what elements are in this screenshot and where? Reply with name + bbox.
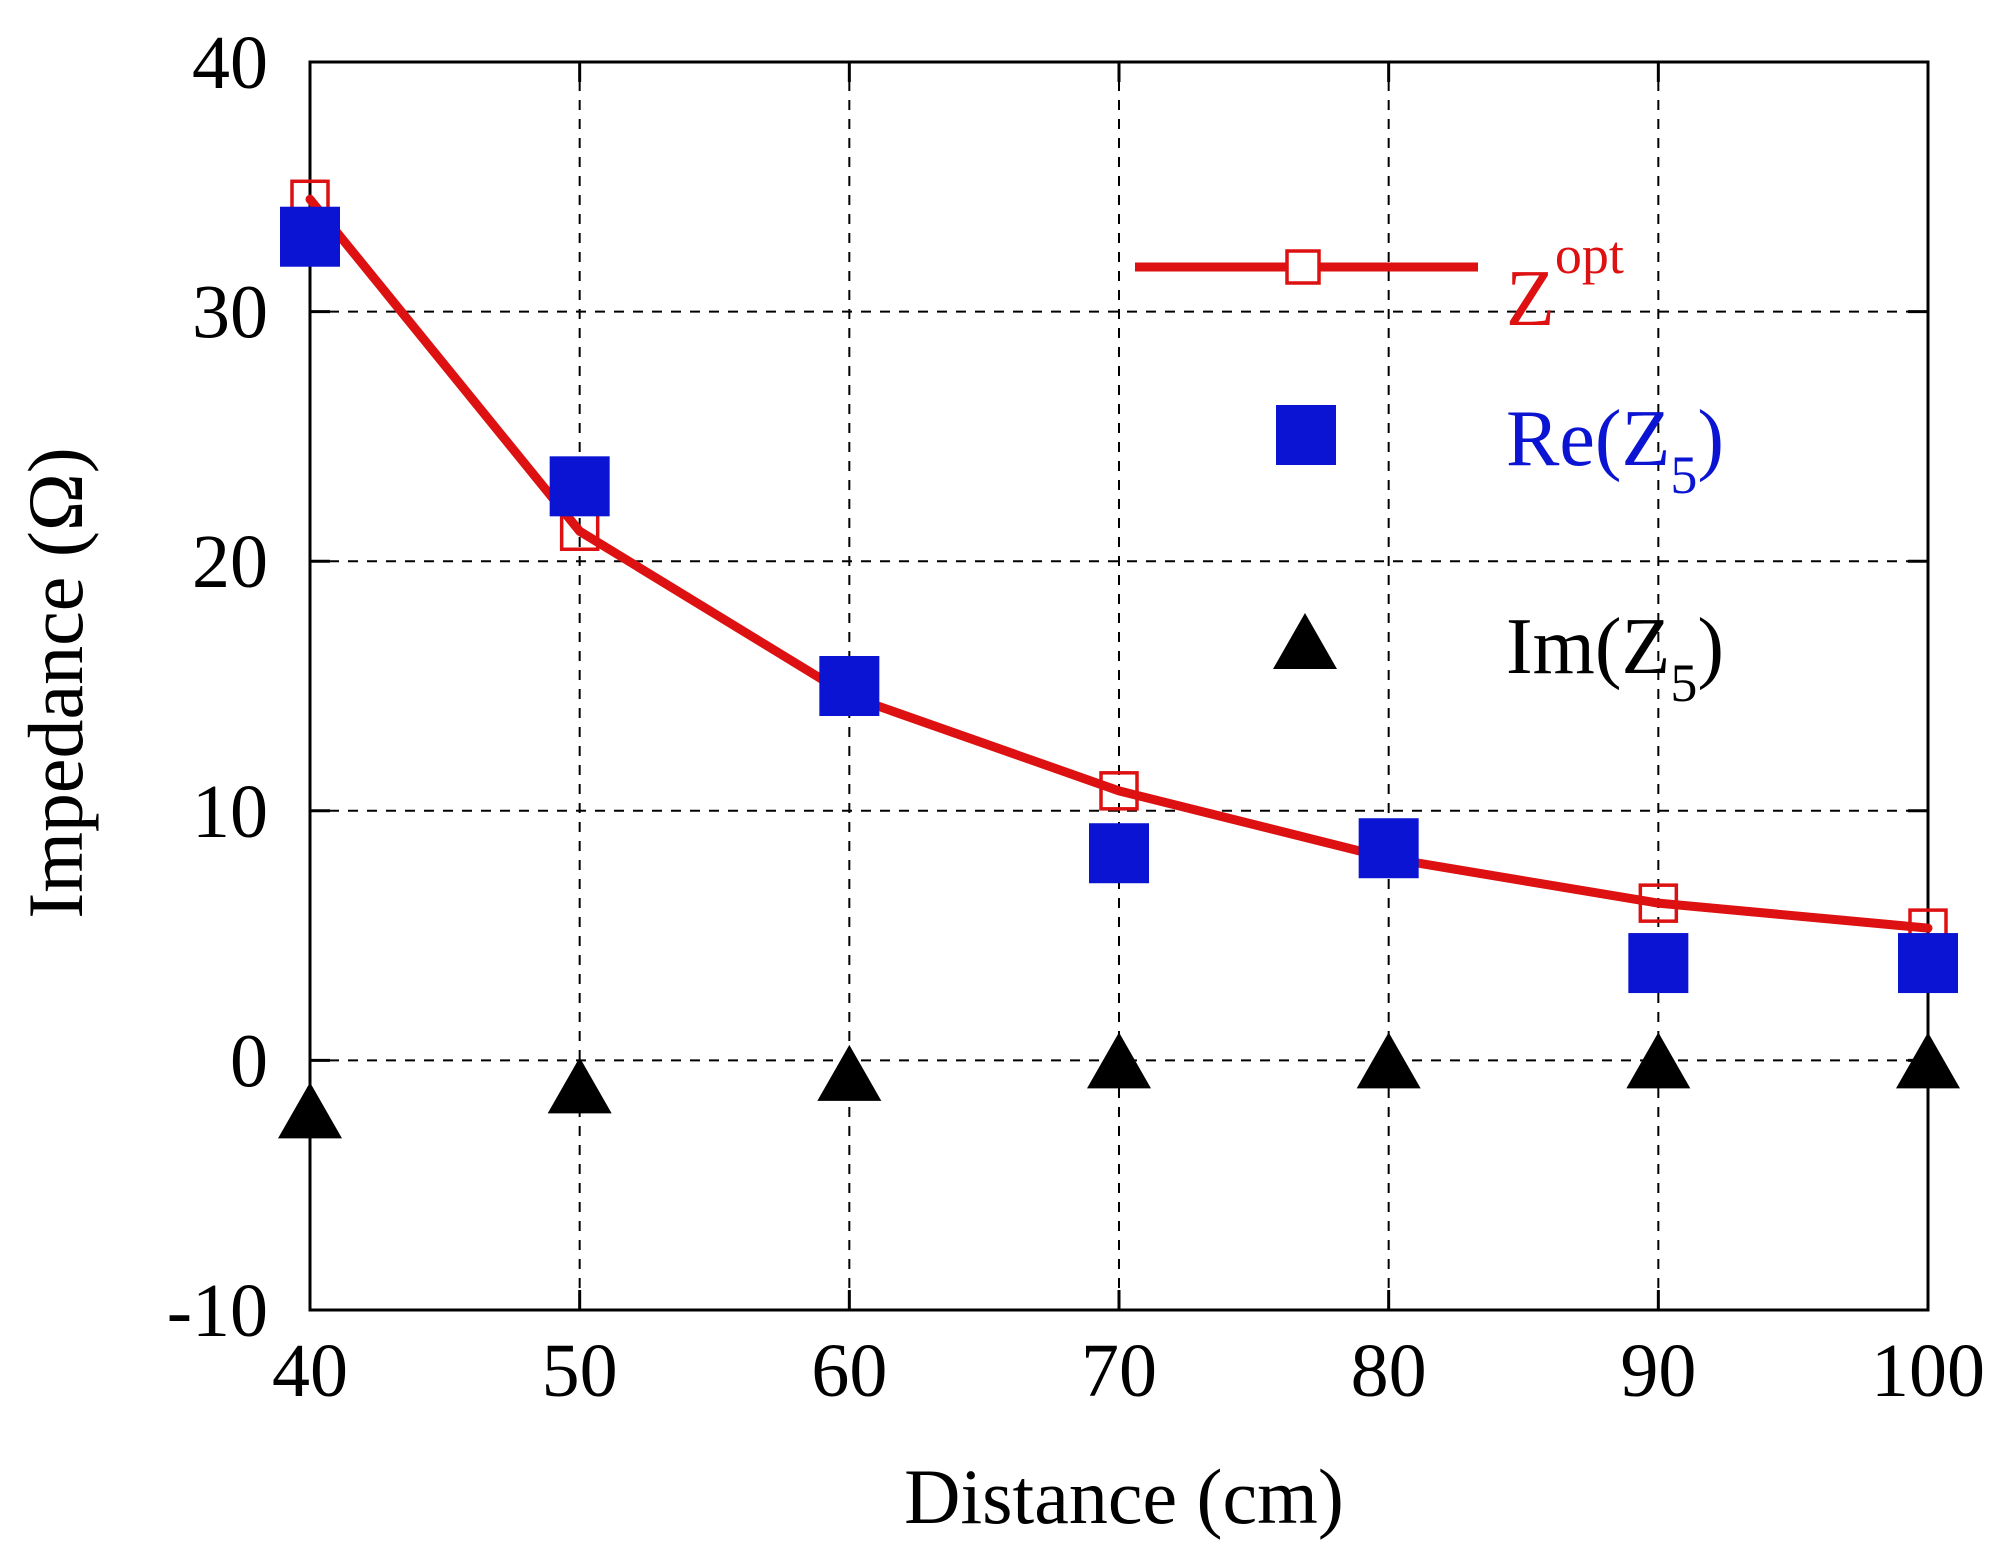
legend-im-label: Im(Z5)	[1506, 603, 1724, 713]
legend-re-end: )	[1697, 395, 1724, 483]
x-tick-label: 80	[1351, 1329, 1427, 1413]
x-tick-label: 60	[811, 1329, 887, 1413]
x-tick-label: 70	[1081, 1329, 1157, 1413]
im-z5-point	[1896, 1032, 1960, 1089]
legend-zopt-main: Z	[1506, 255, 1555, 343]
legend-zopt-sup: opt	[1555, 225, 1624, 285]
im-z5-point	[1087, 1032, 1151, 1089]
im-z5-point	[817, 1044, 882, 1101]
y-tick-label: 0	[230, 1019, 268, 1103]
x-tick-label: 40	[272, 1329, 348, 1413]
re-z5-point	[1358, 818, 1419, 879]
y-tick-label: 40	[192, 21, 268, 105]
legend-re-label: Re(Z5)	[1506, 395, 1724, 505]
legend-im-main: Im(Z	[1506, 603, 1670, 691]
tick-labels: 40 50 60 70 80 90 100 -10 0 10 20 30 40	[167, 21, 1985, 1413]
legend-zopt-label: Zopt	[1506, 225, 1624, 343]
re-z5-point	[1628, 933, 1689, 994]
legend-re-marker	[1276, 405, 1336, 465]
y-tick-label: 20	[192, 520, 268, 604]
x-axis-title: Distance (cm)	[904, 1453, 1344, 1540]
legend-re-sub: 5	[1670, 445, 1697, 505]
y-tick-label: -10	[167, 1269, 268, 1353]
x-tick-label: 50	[542, 1329, 618, 1413]
zopt-point	[1638, 883, 1679, 923]
re-z5-point	[819, 656, 880, 716]
re-z5-point	[1898, 933, 1958, 994]
im-z5-point	[278, 1082, 342, 1139]
im-z5-point	[1626, 1032, 1691, 1089]
y-tick-label: 10	[192, 770, 268, 854]
series-layer	[278, 179, 1960, 1139]
legend-re-main: Re(Z	[1506, 395, 1670, 483]
y-axis-title: Impedance (Ω)	[12, 447, 99, 919]
legend-zopt-marker	[1285, 249, 1321, 285]
zopt-line	[305, 194, 1933, 933]
re-z5-point	[280, 206, 340, 267]
x-tick-label: 90	[1620, 1329, 1696, 1413]
y-tick-label: 30	[192, 271, 268, 355]
legend-im-end: )	[1697, 603, 1724, 691]
re-z5-point	[549, 456, 610, 517]
im-z5-point	[547, 1057, 612, 1114]
im-z5-point	[1356, 1032, 1421, 1089]
x-tick-label: 100	[1871, 1329, 1985, 1413]
re-z5-point	[1089, 823, 1149, 884]
legend-im-sub: 5	[1670, 653, 1697, 713]
zopt-point	[1099, 771, 1139, 811]
legend-im-marker	[1273, 613, 1337, 669]
legend: Zopt Re(Z5) Im(Z5)	[1135, 225, 1724, 713]
